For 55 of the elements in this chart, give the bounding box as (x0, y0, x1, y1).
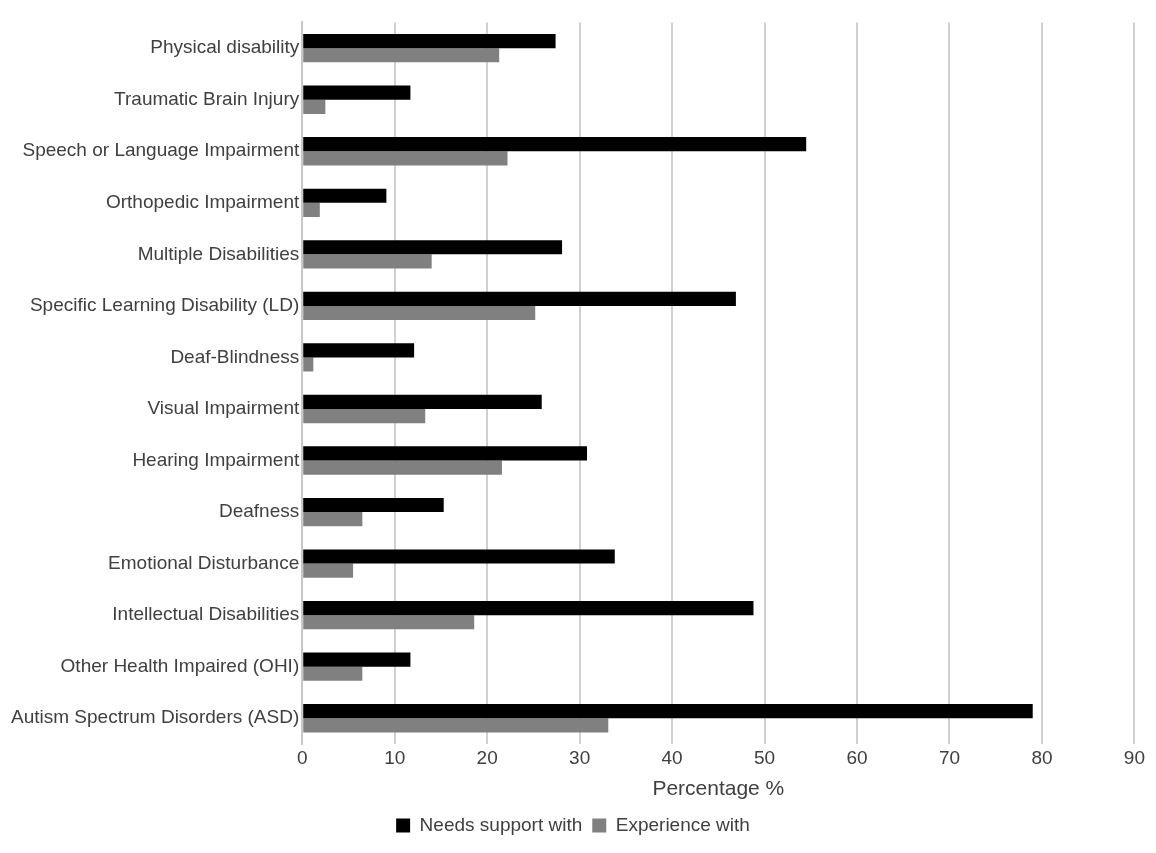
x-axis-title: Percentage % (652, 776, 785, 800)
bar (303, 394, 542, 409)
y-tick-label: Visual Impairment (147, 397, 300, 419)
bar (303, 254, 432, 269)
bar (303, 512, 363, 527)
y-tick-label: Other Health Impaired (OHI) (60, 654, 300, 676)
bar (303, 408, 426, 424)
bar (303, 446, 588, 461)
bar (303, 291, 736, 306)
y-tick-label: Deaf-Blindness (170, 345, 300, 367)
bar (303, 85, 411, 100)
x-tick-label: 90 (1123, 746, 1145, 768)
x-tick-label: 40 (661, 746, 683, 768)
y-tick-label: Speech or Language Impairment (22, 139, 300, 161)
x-tick-label: 0 (296, 746, 308, 768)
y-tick-label: Multiple Disabilities (137, 242, 300, 264)
bar (303, 305, 536, 321)
bar (303, 48, 500, 63)
bar (303, 718, 609, 733)
bar (303, 34, 556, 49)
bar (303, 460, 502, 475)
x-tick-label: 50 (753, 746, 776, 768)
bar (303, 151, 508, 166)
bar (303, 202, 320, 217)
y-tick-label: Autism Spectrum Disorders (ASD) (10, 706, 300, 728)
bar (303, 99, 326, 114)
bar (303, 343, 415, 358)
y-tick-label: Emotional Disturbance (108, 551, 300, 573)
bar (303, 357, 314, 372)
y-tick-label: Specific Learning Disability (LD) (29, 294, 300, 316)
bar (303, 563, 354, 578)
bar (303, 666, 363, 681)
x-tick-label: 30 (569, 746, 591, 768)
bar (303, 137, 807, 152)
bar (303, 600, 754, 616)
bar (303, 549, 615, 564)
x-tick-label: 10 (384, 746, 406, 768)
bar (303, 615, 475, 630)
bar (303, 240, 563, 255)
y-tick-label: Physical disability (150, 36, 300, 58)
y-tick-label: Orthopedic Impairment (105, 191, 300, 213)
y-tick-label: Hearing Impairment (132, 448, 300, 470)
x-tick-label: 60 (846, 746, 868, 768)
x-tick-label: 20 (476, 746, 498, 768)
bar (303, 704, 1033, 719)
x-tick-label: 80 (1031, 746, 1053, 768)
y-tick-label: Traumatic Brain Injury (114, 87, 300, 109)
legend-label: Experience with (615, 813, 750, 835)
x-tick-label: 70 (938, 746, 961, 768)
bar (303, 497, 444, 513)
legend-label: Needs support with (419, 813, 583, 835)
bar (303, 188, 387, 203)
y-tick-label: Deafness (218, 500, 300, 522)
y-tick-label: Intellectual Disabilities (112, 603, 300, 625)
bar (303, 652, 411, 667)
